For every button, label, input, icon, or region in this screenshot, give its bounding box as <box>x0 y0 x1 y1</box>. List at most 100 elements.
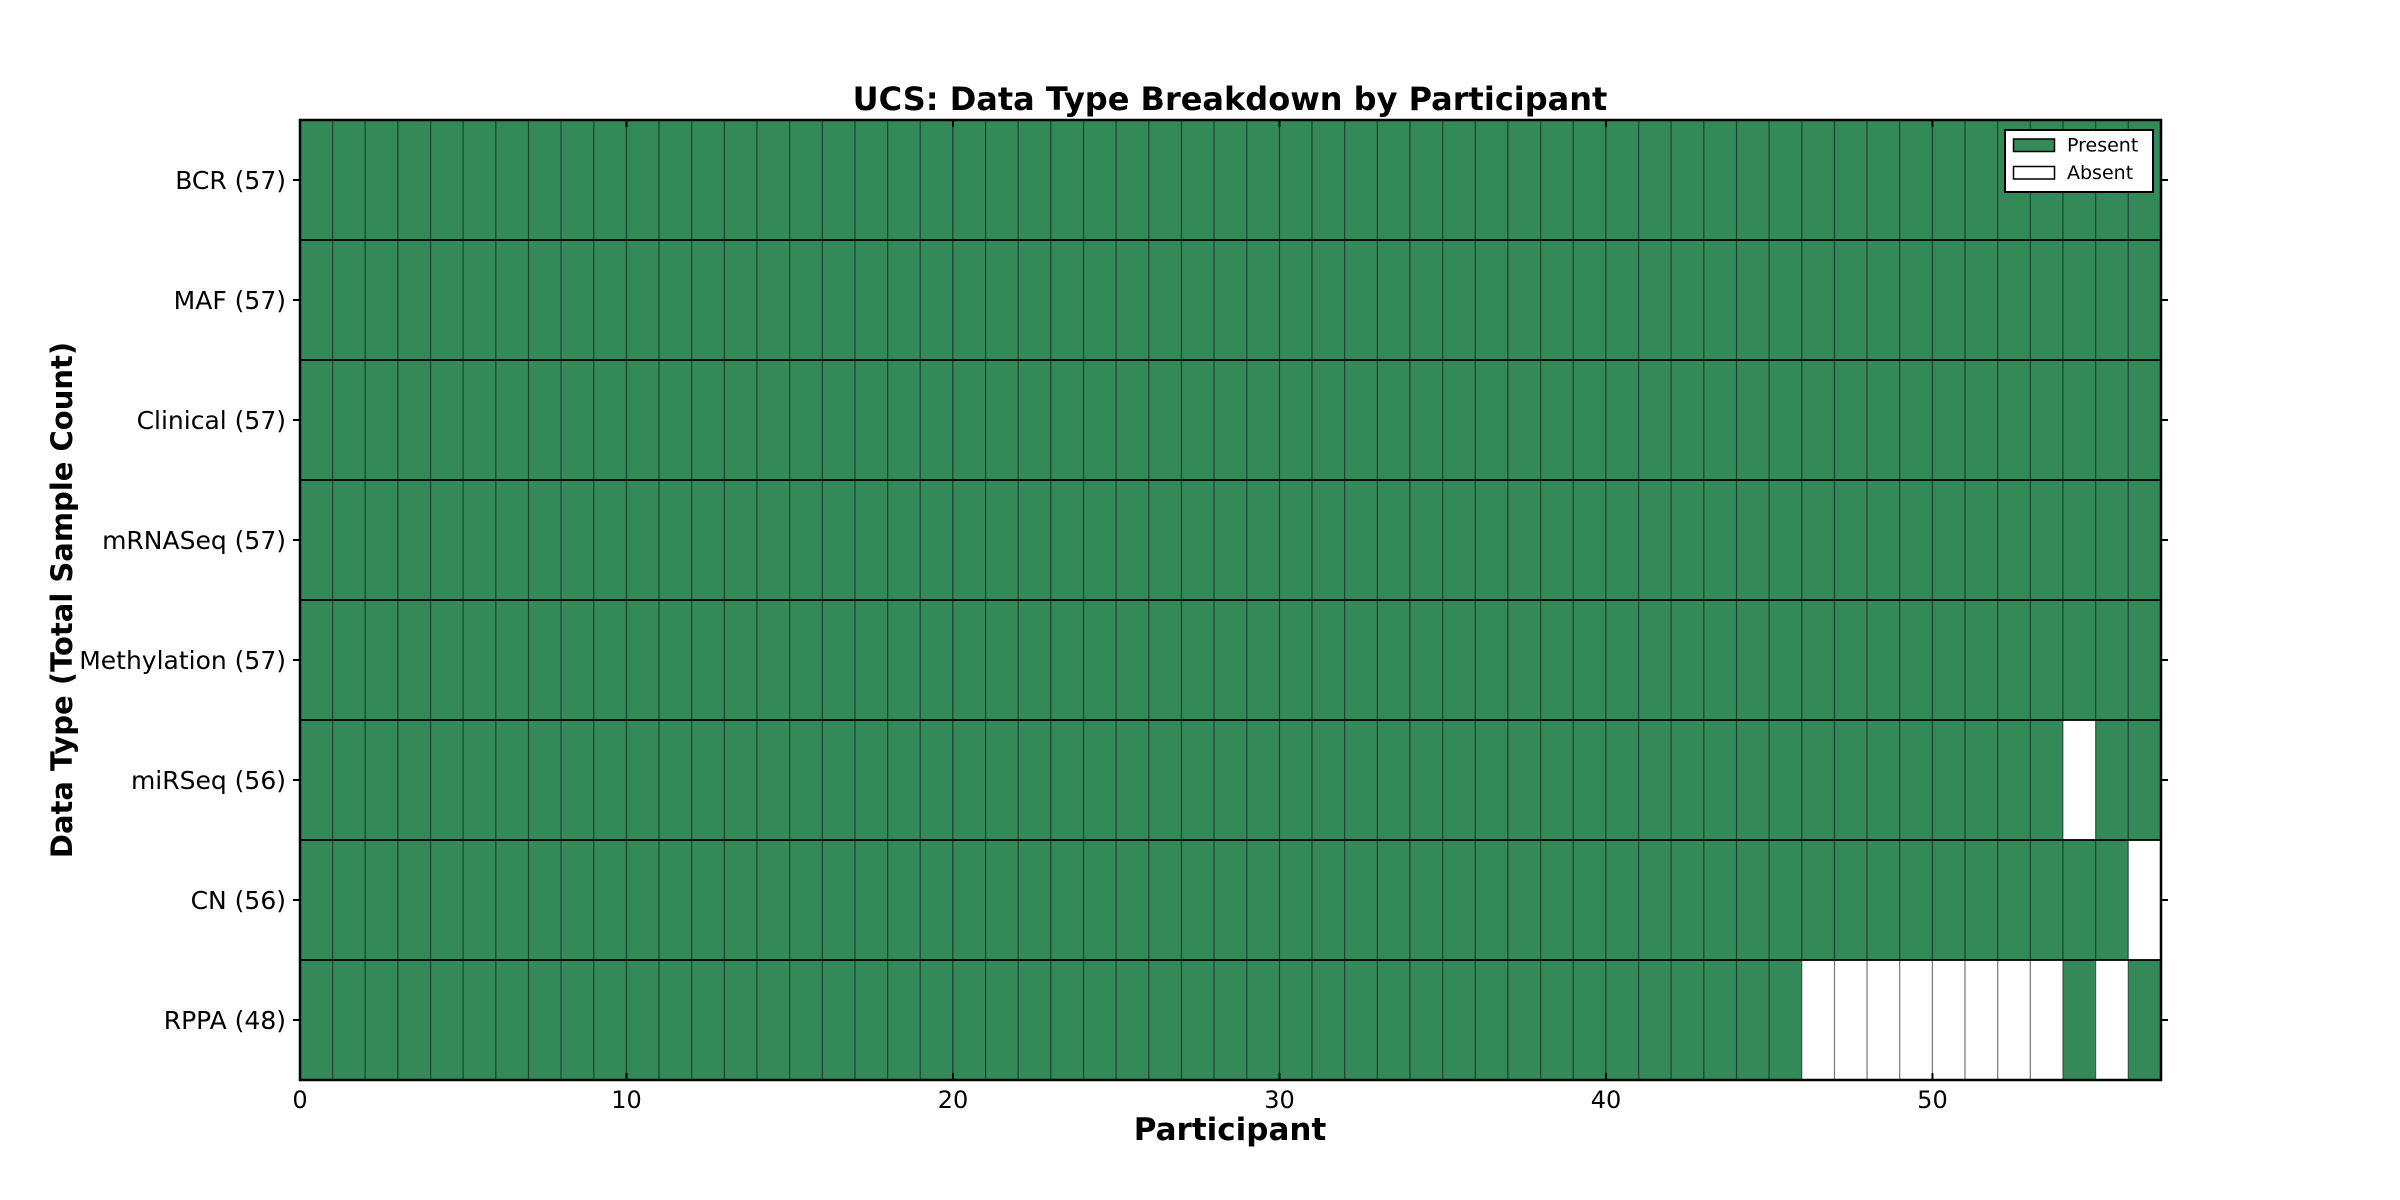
heatmap-cell <box>593 839 628 961</box>
heatmap-cell <box>1866 359 1901 481</box>
heatmap-cell <box>2062 359 2097 481</box>
heatmap-cell <box>2029 239 2064 361</box>
heatmap-cell <box>299 119 334 241</box>
heatmap-cell <box>658 479 693 601</box>
heatmap-cell <box>1050 839 1085 961</box>
x-tick-label: 20 <box>938 1086 969 1114</box>
heatmap-cell <box>1148 839 1183 961</box>
heatmap-cell <box>1572 479 1607 601</box>
heatmap-cell <box>593 479 628 601</box>
heatmap-cell <box>1899 839 1934 961</box>
heatmap-cell <box>1409 839 1444 961</box>
heatmap-cell <box>364 959 399 1081</box>
heatmap-cell <box>1409 239 1444 361</box>
heatmap-cell <box>1866 119 1901 241</box>
heatmap-cell <box>1180 479 1215 601</box>
y-tick-label: RPPA (48) <box>164 1006 286 1035</box>
heatmap-cell <box>1866 479 1901 601</box>
heatmap-cell <box>1605 359 1640 481</box>
heatmap-cell <box>1148 479 1183 601</box>
heatmap-cell <box>1572 239 1607 361</box>
heatmap-cell <box>691 959 726 1081</box>
heatmap-cell <box>1833 119 1868 241</box>
heatmap-cell <box>1115 239 1150 361</box>
heatmap-cell <box>1997 959 2032 1081</box>
heatmap-cell <box>1278 599 1313 721</box>
heatmap-cell <box>1964 359 1999 481</box>
heatmap-cell <box>1442 839 1476 961</box>
heatmap-cell <box>1997 239 2032 361</box>
heatmap-cell <box>332 719 366 841</box>
heatmap-cell <box>1017 359 1052 481</box>
heatmap-cell <box>1735 359 1770 481</box>
heatmap-cell <box>985 599 1019 721</box>
heatmap-cell <box>1866 959 1901 1081</box>
heatmap-cell <box>1344 239 1379 361</box>
heatmap-cell <box>462 599 497 721</box>
heatmap-cell <box>1115 599 1150 721</box>
heatmap-cell <box>593 719 628 841</box>
heatmap-cell <box>919 599 954 721</box>
heatmap-cell <box>625 839 660 961</box>
heatmap-cell <box>397 239 432 361</box>
heatmap-cell <box>1082 599 1117 721</box>
heatmap-cell <box>1703 719 1738 841</box>
heatmap-cell <box>919 119 954 241</box>
heatmap-cell <box>985 479 1019 601</box>
chart-title: UCS: Data Type Breakdown by Participant <box>853 80 1608 118</box>
heatmap-cell <box>2029 959 2064 1081</box>
heatmap-cell <box>2095 719 2129 841</box>
heatmap-cell <box>821 719 856 841</box>
heatmap-cell <box>1278 119 1313 241</box>
heatmap-cell <box>495 119 530 241</box>
heatmap-cell <box>1540 959 1574 1081</box>
heatmap-cell <box>1376 719 1411 841</box>
heatmap-cell <box>1964 599 1999 721</box>
heatmap-cell <box>1507 719 1542 841</box>
heatmap-cell <box>1964 479 1999 601</box>
x-tick-label: 50 <box>1917 1086 1948 1114</box>
heatmap-cell <box>1670 119 1705 241</box>
heatmap-cell <box>1931 719 1966 841</box>
heatmap-cell <box>1540 599 1574 721</box>
heatmap-cell <box>1899 959 1934 1081</box>
heatmap-cell <box>2095 239 2129 361</box>
heatmap-cell <box>1246 839 1281 961</box>
heatmap-cell <box>527 719 562 841</box>
heatmap-cell <box>1931 479 1966 601</box>
heatmap-cell <box>1507 119 1542 241</box>
heatmap-cell <box>887 359 921 481</box>
heatmap-cell <box>1474 719 1509 841</box>
heatmap-cell <box>1638 119 1672 241</box>
heatmap-cell <box>952 479 987 601</box>
heatmap-cell <box>854 599 889 721</box>
heatmap-cell <box>1540 719 1574 841</box>
heatmap-cell <box>821 959 856 1081</box>
heatmap-cell <box>1409 119 1444 241</box>
heatmap-cell <box>593 359 628 481</box>
heatmap-cell <box>1311 479 1346 601</box>
heatmap-cell <box>1997 479 2032 601</box>
heatmap-cell <box>1833 719 1868 841</box>
heatmap-cell <box>1801 839 1836 961</box>
heatmap-cell <box>1605 959 1640 1081</box>
heatmap-cell <box>1148 359 1183 481</box>
heatmap-cell <box>789 839 823 961</box>
heatmap-cell <box>985 719 1019 841</box>
heatmap-cell <box>1246 359 1281 481</box>
heatmap-cell <box>756 719 791 841</box>
heatmap-cell <box>332 359 366 481</box>
heatmap-cell <box>1474 959 1509 1081</box>
heatmap-cell <box>1507 239 1542 361</box>
heatmap-cell <box>1964 959 1999 1081</box>
heatmap-cell <box>2095 479 2129 601</box>
heatmap-cell <box>1703 479 1738 601</box>
heatmap-cell <box>1801 599 1836 721</box>
heatmap-cell <box>2095 839 2129 961</box>
heatmap-cell <box>1833 479 1868 601</box>
y-tick-label: CN (56) <box>191 886 286 915</box>
heatmap-cell <box>1507 599 1542 721</box>
heatmap-cell <box>332 239 366 361</box>
heatmap-cell <box>1670 839 1705 961</box>
heatmap-cell <box>1180 119 1215 241</box>
